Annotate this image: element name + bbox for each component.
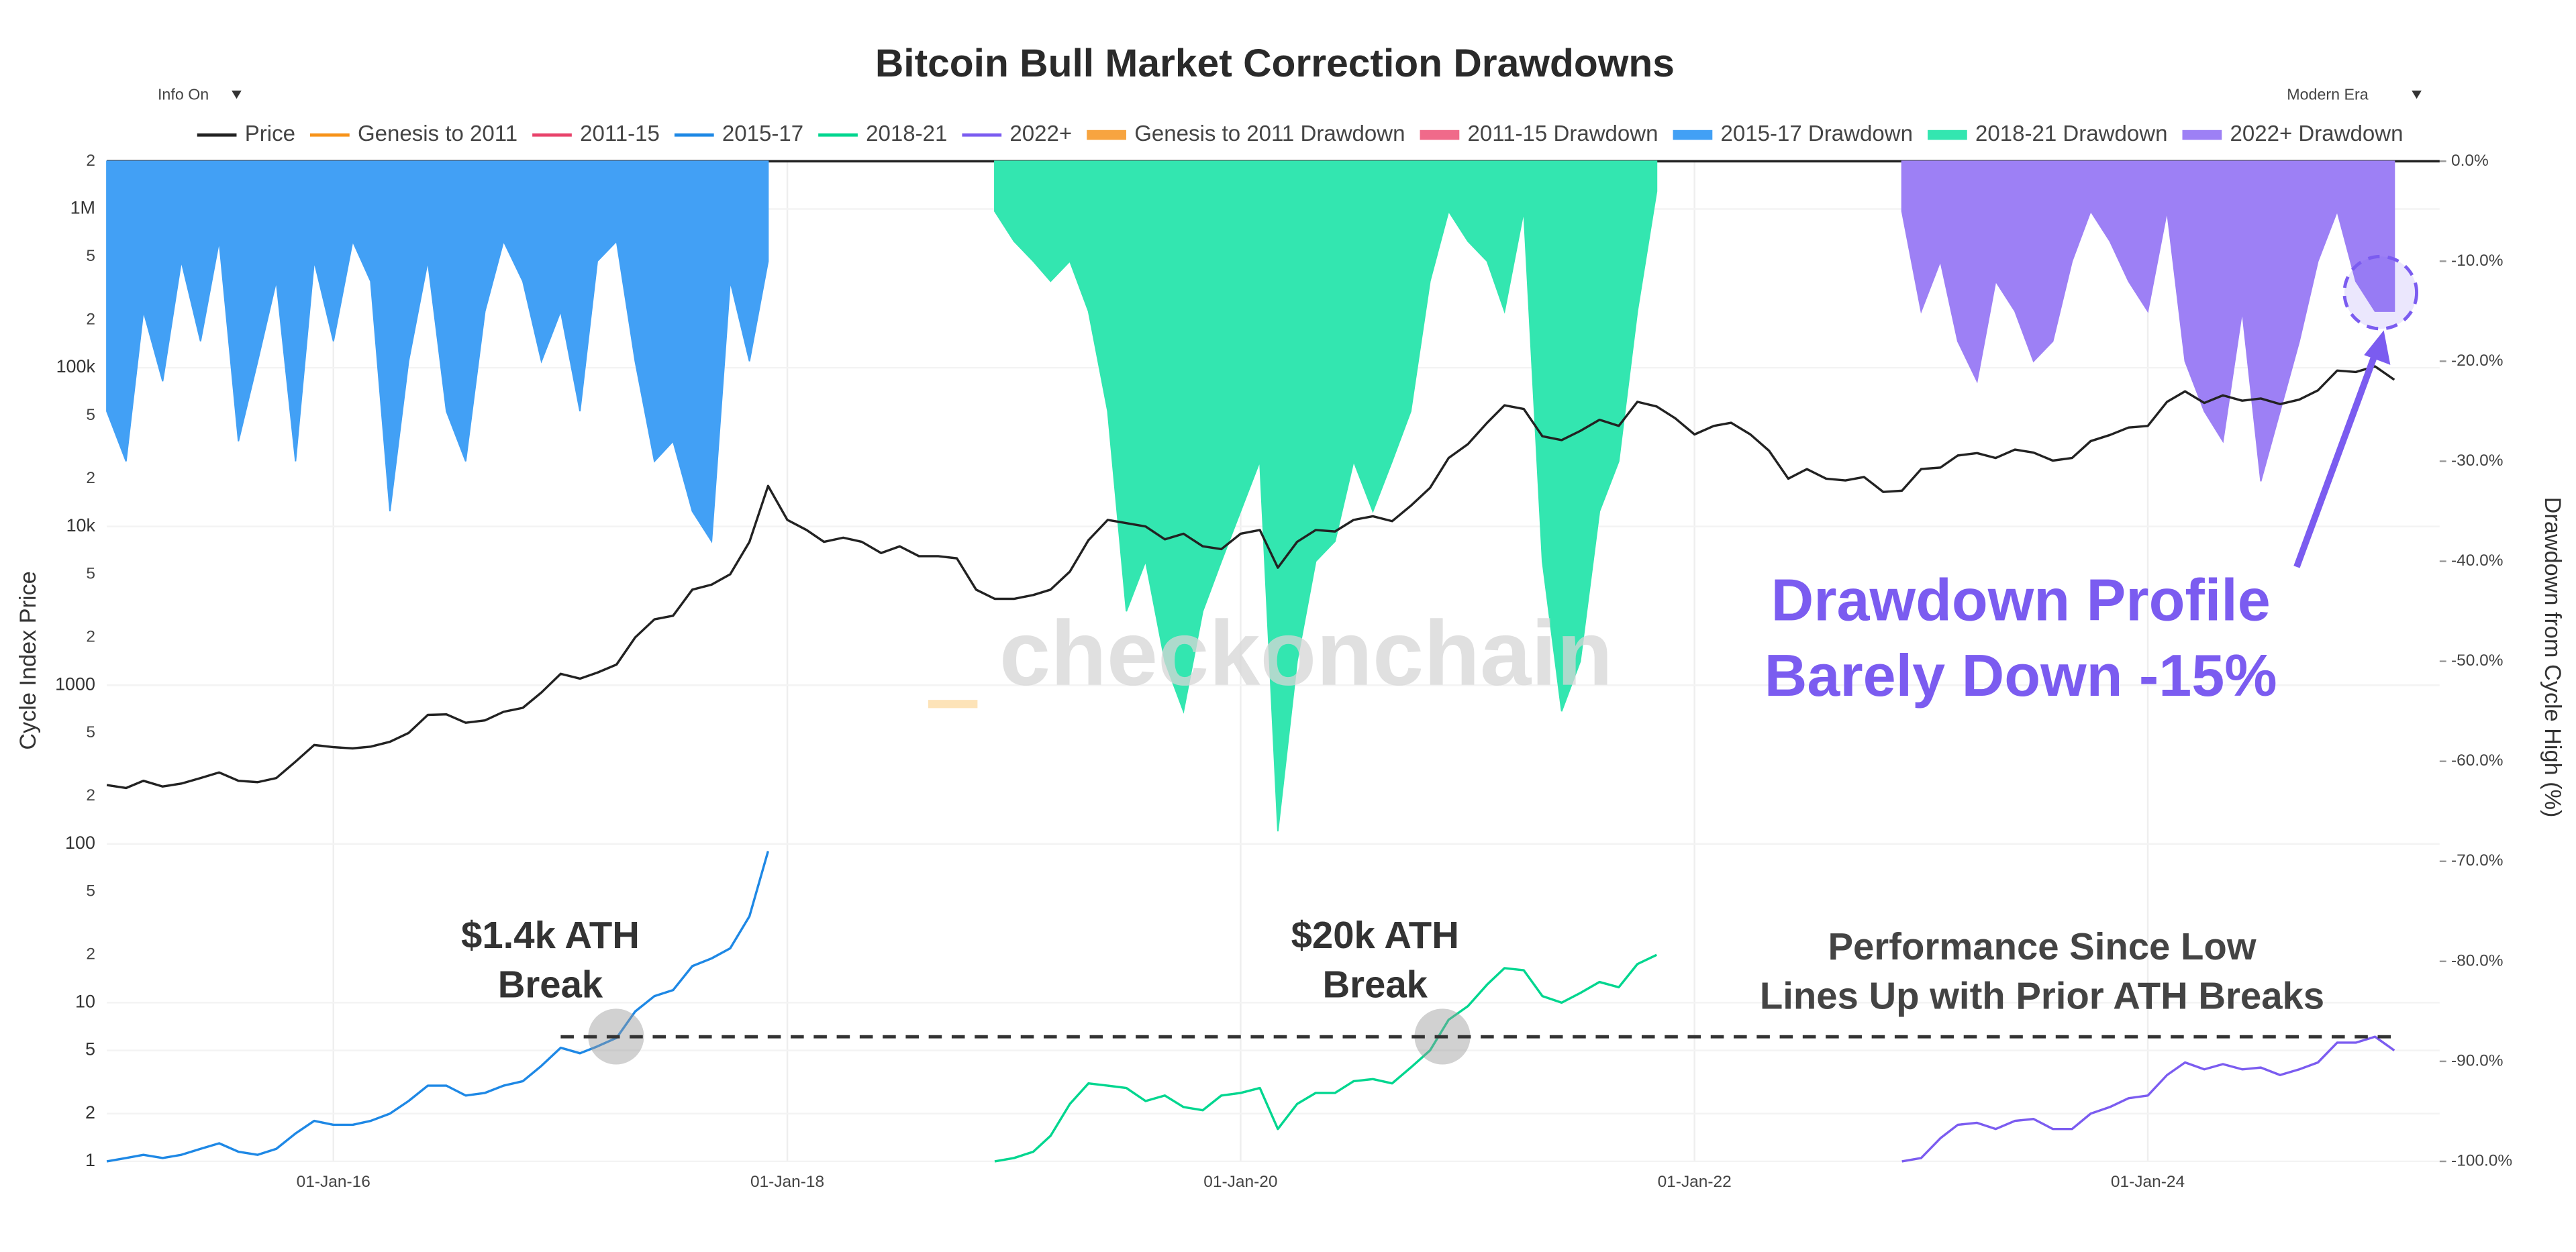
arrow-shaft [2293, 347, 2381, 568]
x-tick-label: 01-Jan-20 [1203, 1173, 1277, 1191]
legend-swatch [1673, 129, 1713, 140]
y-tick-label: 5 [86, 723, 95, 741]
x-tick-label: 01-Jan-22 [1658, 1173, 1732, 1191]
y-tick-label: 5 [86, 564, 95, 582]
x-tick-label: 01-Jan-16 [297, 1173, 370, 1191]
y-tick-label: 5 [86, 882, 95, 900]
y-tick-label: 5 [86, 247, 95, 265]
y-tick-label: 2 [86, 310, 95, 328]
y-tick-label: 100 [65, 833, 95, 853]
legend-label: 2011-15 Drawdown [1468, 121, 1658, 146]
legend-label: 2022+ Drawdown [2230, 121, 2403, 146]
y-tick-label: 1 [85, 1150, 95, 1170]
legend-label: 2022+ [1009, 121, 1072, 146]
y-tick-label: 2 [86, 469, 95, 487]
y-tick-label: 2 [86, 152, 95, 170]
legend-swatch [1928, 129, 1967, 140]
annotation: Performance Since Low [1828, 925, 2256, 968]
y2-tick-label: -20.0% [2451, 352, 2504, 370]
y2-axis-title: Drawdown from Cycle High (%) [2540, 497, 2565, 818]
watermark-logo [928, 700, 978, 709]
drawdown-area [106, 160, 769, 543]
annotation: $20k ATH [1291, 914, 1459, 956]
annotation: $1.4k ATH [461, 914, 640, 956]
legend: Price Genesis to 2011 2011-15 2015-17 2018-2… [197, 121, 2403, 146]
y2-tick-label: -30.0% [2451, 452, 2504, 470]
y2-tick-label: -100.0% [2451, 1151, 2512, 1169]
legend-label: 2015-17 [722, 121, 803, 146]
annotations: $1.4k ATH Break $20k ATH Break Performance S… [461, 254, 2419, 1065]
line [106, 851, 770, 1163]
dropdown-arrow[interactable] [2412, 91, 2422, 99]
y2-tick-label: -70.0% [2451, 851, 2504, 870]
y-tick-label: 10 [75, 991, 95, 1011]
arrow-head [2364, 330, 2391, 365]
y2-tick-label: -50.0% [2451, 651, 2504, 670]
y2-tick-label: 0.0% [2451, 152, 2489, 170]
annotation: Break [498, 963, 603, 1005]
control-label[interactable]: Info On [158, 86, 209, 103]
y-tick-label: 2 [85, 1102, 95, 1123]
y2-tick-label: -90.0% [2451, 1051, 2504, 1070]
y-tick-label: 5 [86, 406, 95, 424]
y-tick-label: 1M [70, 198, 95, 218]
x-tick-label: 01-Jan-24 [2111, 1173, 2185, 1191]
y-tick-label: 1000 [55, 674, 95, 694]
watermark-group: checkonchain [928, 603, 1613, 709]
legend-swatch [1420, 129, 1460, 140]
y2-tick-label: -60.0% [2451, 751, 2504, 770]
y-tick-label: 10k [66, 515, 96, 535]
legend-label: Price [245, 121, 295, 146]
drawdown-area [994, 160, 1658, 832]
y2-tick-label: -10.0% [2451, 252, 2504, 270]
legend-label: 2018-21 [866, 121, 947, 146]
y-tick-label: 2 [86, 786, 95, 804]
legend-label: Genesis to 2011 [358, 121, 517, 146]
x-tick-label: 01-Jan-18 [750, 1173, 824, 1191]
line [994, 953, 1657, 1163]
y-tick-label: 2 [86, 627, 95, 645]
chart-title: Bitcoin Bull Market Correction Drawdowns [875, 42, 1675, 85]
legend-label: 2011-15 [580, 121, 660, 146]
highlight-circle [2342, 254, 2419, 331]
legend-swatch [1087, 129, 1126, 140]
y-tick-label: 5 [85, 1039, 95, 1059]
annotation: Lines Up with Prior ATH Breaks [1760, 975, 2324, 1017]
watermark: checkonchain [999, 603, 1613, 705]
legend-label: 2018-21 Drawdown [1975, 121, 2167, 146]
annotation: Break [1323, 963, 1428, 1005]
y-tick-label: 100k [56, 356, 96, 376]
annotation: Drawdown Profile [1771, 566, 2271, 633]
line [106, 365, 2395, 790]
legend-swatch [2182, 129, 2222, 140]
annotation: Barely Down -15% [1765, 642, 2277, 709]
legend-label: 2015-17 Drawdown [1721, 121, 1913, 146]
lines [106, 365, 2395, 1163]
legend-label: Genesis to 2011 Drawdown [1134, 121, 1405, 146]
y2-tick-label: -40.0% [2451, 552, 2504, 570]
y2-tick-label: -80.0% [2451, 951, 2504, 970]
control-label[interactable]: Modern Era [2287, 86, 2369, 103]
dropdown-arrow[interactable] [232, 91, 242, 99]
y-axis-title: Cycle Index Price [15, 571, 41, 750]
y-tick-label: 2 [86, 945, 95, 963]
line [1901, 1035, 2395, 1163]
